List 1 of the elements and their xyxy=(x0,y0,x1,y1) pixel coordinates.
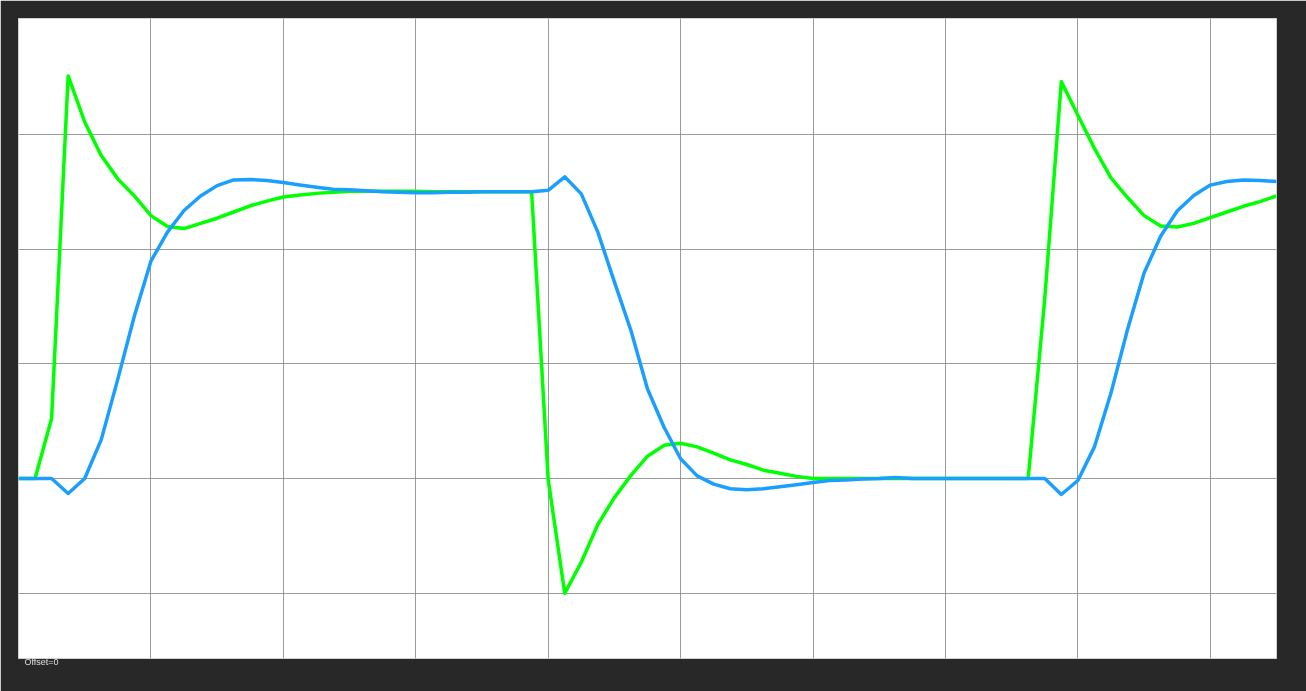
text: Offset=0 xyxy=(24,656,59,667)
